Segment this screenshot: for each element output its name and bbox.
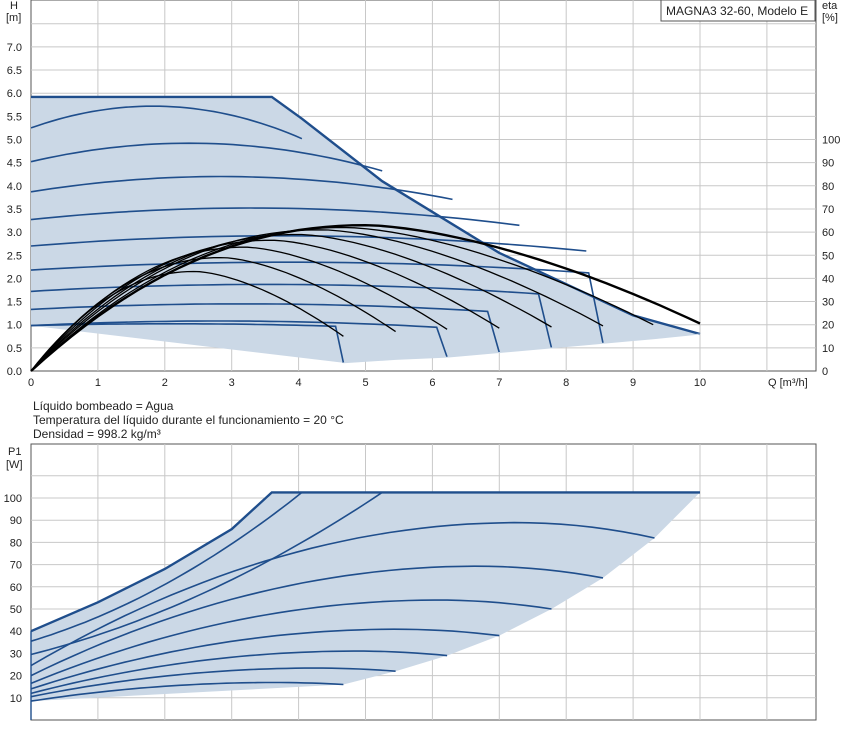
chart-title: MAGNA3 32-60, Modelo E xyxy=(666,4,808,18)
chart-title-box xyxy=(660,0,816,22)
y2-tick-label: 100 xyxy=(822,135,840,147)
y-tick-label: 2.5 xyxy=(7,250,22,262)
x-tick-label: 10 xyxy=(694,377,706,389)
y2-tick-label: 10 xyxy=(822,343,834,355)
head-curve xyxy=(30,142,383,172)
power-curve xyxy=(30,491,303,642)
head-curve xyxy=(30,283,553,349)
y-tick-label: 6.5 xyxy=(7,65,22,77)
x-tick-label: 3 xyxy=(229,377,235,389)
bottom-tick-labels: 10 20 30 40 50 60 70 80 90 100 xyxy=(4,493,22,705)
y-tick-label: 60 xyxy=(10,582,22,594)
efficiency-curves xyxy=(30,223,701,372)
x-tick-label: 7 xyxy=(496,377,502,389)
y-tick-label: 0.5 xyxy=(7,343,22,355)
power-area-fill xyxy=(31,492,700,702)
operating-area-fill xyxy=(31,96,700,363)
head-curve xyxy=(30,175,453,201)
x-tick-label: 4 xyxy=(296,377,302,389)
y-axis-label-h: H xyxy=(10,0,18,12)
efficiency-curve xyxy=(30,270,344,372)
x-tick-label: 1 xyxy=(95,377,101,389)
power-curve xyxy=(30,599,552,685)
efficiency-curve xyxy=(30,256,396,372)
top-tick-labels: 0 1 2 3 4 5 6 7 8 9 10 0.0 0.5 1.0 1.5 2.0 2.5 3.0 3.5 4.0 4… xyxy=(7,42,841,389)
y-tick-label: 20 xyxy=(10,671,22,683)
efficiency-curve xyxy=(30,226,654,372)
top-operating-area xyxy=(31,96,700,363)
y-tick-label: 3.0 xyxy=(7,227,22,239)
power-curve xyxy=(30,681,344,702)
efficiency-curve xyxy=(30,223,701,372)
y-tick-label: 80 xyxy=(10,537,22,549)
y2-tick-label: 0 xyxy=(822,366,828,378)
efficiency-curve xyxy=(30,229,604,372)
y2-tick-label: 60 xyxy=(822,227,834,239)
y-tick-label: 30 xyxy=(10,648,22,660)
y-axis-unit-h: [m] xyxy=(6,12,21,24)
y-tick-label: 4.5 xyxy=(7,158,22,170)
y-axis-label-p1: P1 xyxy=(8,446,21,458)
y-axis-unit-p1: [W] xyxy=(6,459,23,471)
y-tick-label: 2.0 xyxy=(7,273,22,285)
x-tick-label: 9 xyxy=(630,377,636,389)
y-tick-label: 5.0 xyxy=(7,135,22,147)
y-tick-label: 90 xyxy=(10,515,22,527)
y-tick-label: 5.5 xyxy=(7,111,22,123)
y-tick-label: 50 xyxy=(10,604,22,616)
x-tick-label: 2 xyxy=(162,377,168,389)
note-fluid: Líquido bombeado = Agua xyxy=(33,399,174,413)
max-power-line xyxy=(30,491,700,633)
y2-tick-label: 20 xyxy=(822,320,834,332)
bottom-operating-area xyxy=(31,492,700,702)
power-curve xyxy=(30,521,655,667)
y-tick-label: 6.0 xyxy=(7,88,22,100)
bottom-plot-frame xyxy=(30,443,817,721)
y2-tick-label: 40 xyxy=(822,273,834,285)
efficiency-curve xyxy=(30,233,552,372)
y-tick-label: 10 xyxy=(10,693,22,705)
head-curve xyxy=(30,322,345,363)
power-curves xyxy=(30,491,700,720)
power-curve xyxy=(30,650,448,695)
y-tick-label: 7.0 xyxy=(7,42,22,54)
power-curve xyxy=(30,667,396,698)
y-tick-label: 1.5 xyxy=(7,297,22,309)
head-curve xyxy=(30,320,448,358)
head-curve xyxy=(30,105,303,140)
x-axis-label-q: Q [m³/h] xyxy=(768,377,808,389)
y-tick-label: 100 xyxy=(4,493,22,505)
y2-axis-unit-eta: [%] xyxy=(822,12,838,24)
note-temperature: Temperatura del líquido durante el funci… xyxy=(33,413,344,427)
min-boundary-line xyxy=(343,333,701,364)
y-tick-label: 4.0 xyxy=(7,181,22,193)
y-tick-label: 0.0 xyxy=(7,366,22,378)
y2-tick-label: 80 xyxy=(822,181,834,193)
y-tick-label: 1.0 xyxy=(7,320,22,332)
x-tick-label: 5 xyxy=(362,377,368,389)
y2-tick-label: 70 xyxy=(822,204,834,216)
x-tick-label: 8 xyxy=(563,377,569,389)
y-tick-label: 3.5 xyxy=(7,204,22,216)
note-density: Densidad = 998.2 kg/m³ xyxy=(33,427,161,441)
y2-tick-label: 30 xyxy=(822,297,834,309)
y-tick-label: 70 xyxy=(10,560,22,572)
power-curve xyxy=(30,491,383,656)
x-tick-label: 0 xyxy=(28,377,34,389)
y-tick-label: 40 xyxy=(10,626,22,638)
y2-axis-label-eta: eta xyxy=(822,0,838,12)
head-curve xyxy=(30,235,587,252)
power-curve xyxy=(30,628,500,690)
x-tick-label: 6 xyxy=(429,377,435,389)
y2-tick-label: 50 xyxy=(822,250,834,262)
power-curve xyxy=(30,565,604,677)
y2-tick-label: 90 xyxy=(822,158,834,170)
